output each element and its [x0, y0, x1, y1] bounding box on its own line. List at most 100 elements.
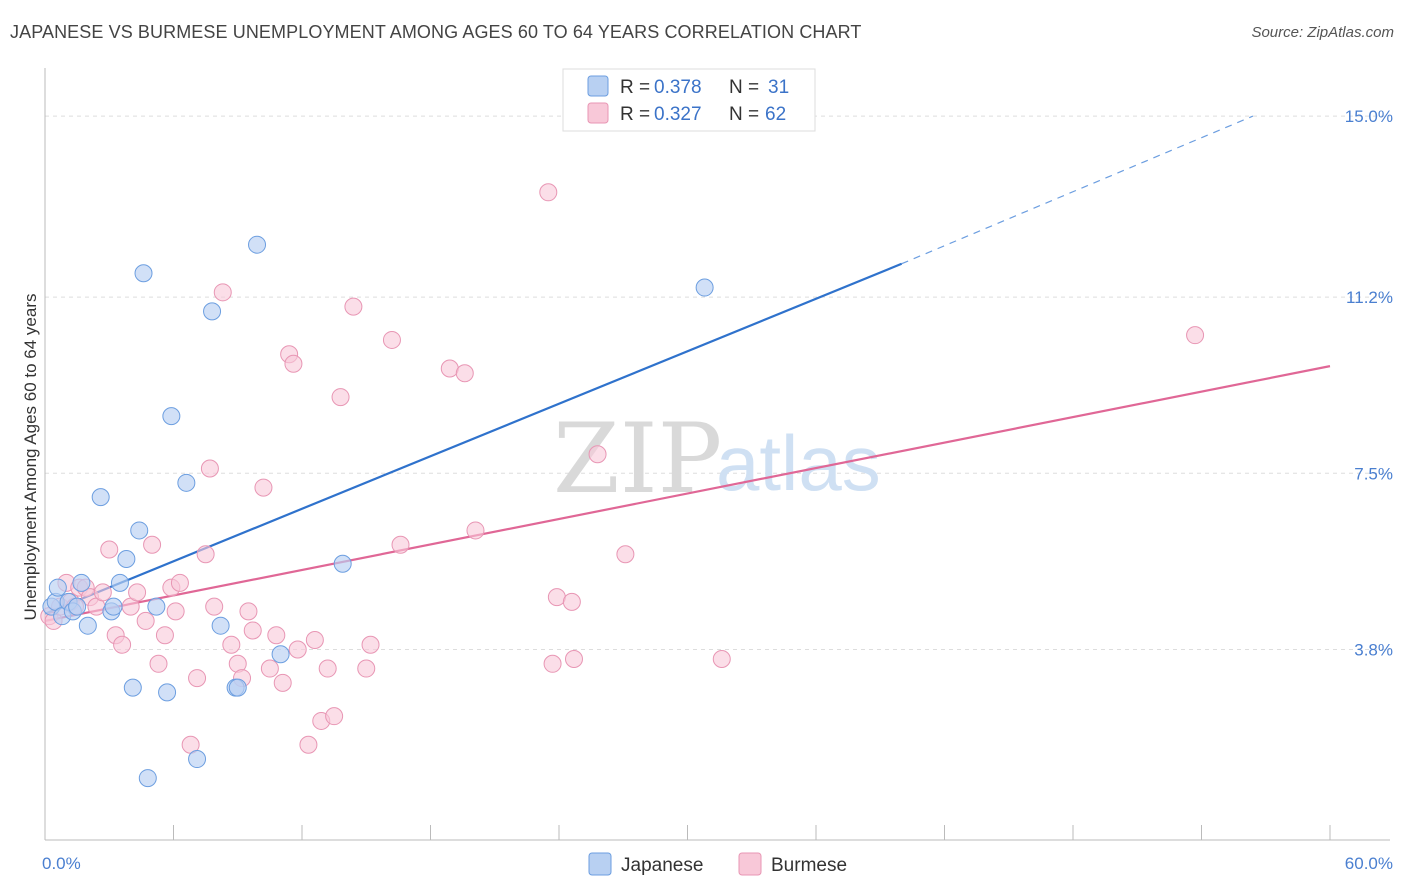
burmese-point-36 — [267, 626, 286, 645]
japanese-point-13 — [117, 550, 136, 569]
japanese-point-27 — [248, 235, 267, 254]
burmese-point-56 — [543, 654, 562, 673]
burmese-point-32 — [239, 602, 258, 621]
burmese-point-50 — [382, 330, 401, 349]
burmese-point-57 — [547, 588, 566, 607]
chart-source: Source: ZipAtlas.com — [1251, 24, 1394, 41]
axes — [44, 68, 1390, 841]
burmese-point-63 — [1186, 326, 1205, 345]
japanese-point-7 — [72, 573, 91, 592]
burmese-point-33 — [243, 621, 262, 640]
burmese-point-48 — [357, 659, 376, 678]
burmese-point-16 — [136, 611, 155, 630]
burmese-point-15 — [128, 583, 147, 602]
japanese-point-2 — [48, 578, 67, 597]
burmese-point-42 — [305, 630, 324, 649]
japanese-points — [42, 235, 714, 788]
burmese-point-51 — [391, 535, 410, 554]
burmese-point-41 — [299, 735, 318, 754]
burmese-point-59 — [564, 650, 583, 669]
japanese-point-28 — [271, 645, 290, 664]
japanese-point-29 — [333, 554, 352, 573]
legend-japanese-r-label: R = — [620, 77, 650, 98]
burmese-point-22 — [170, 573, 189, 592]
burmese-point-45 — [325, 707, 344, 726]
japanese-point-18 — [147, 597, 166, 616]
burmese-point-47 — [344, 297, 363, 316]
japanese-point-23 — [203, 302, 222, 321]
burmese-point-26 — [200, 459, 219, 478]
burmese-point-35 — [260, 659, 279, 678]
burmese-point-29 — [222, 635, 241, 654]
japanese-trend-line — [44, 262, 903, 615]
burmese-point-55 — [539, 183, 558, 202]
japanese-point-21 — [177, 473, 196, 492]
x-tick-labels: 0.0% 60.0% — [42, 854, 1393, 873]
legend-bottom-burmese-swatch — [738, 852, 762, 876]
watermark: ZIP atlas — [553, 403, 881, 515]
burmese-point-46 — [331, 388, 350, 407]
burmese-point-10 — [93, 583, 112, 602]
burmese-point-61 — [616, 545, 635, 564]
japanese-point-15 — [130, 521, 149, 540]
legend-japanese-n-label: N = — [729, 77, 759, 98]
burmese-point-19 — [155, 626, 174, 645]
y-tick-label-2: 11.2% — [1346, 288, 1393, 307]
japanese-point-6 — [68, 597, 87, 616]
burmese-trend-line — [44, 365, 1331, 623]
burmese-point-40 — [288, 640, 307, 659]
y-tick-label-1: 7.5% — [1354, 464, 1393, 483]
burmese-point-60 — [588, 445, 607, 464]
burmese-points — [40, 183, 1205, 754]
gridlines — [45, 115, 1390, 650]
burmese-point-39 — [284, 354, 303, 373]
chart-title: JAPANESE VS BURMESE UNEMPLOYMENT AMONG A… — [10, 22, 862, 42]
trend-lines — [44, 115, 1331, 623]
burmese-point-27 — [205, 597, 224, 616]
japanese-point-24 — [211, 616, 230, 635]
burmese-point-18 — [149, 654, 168, 673]
burmese-point-49 — [361, 635, 380, 654]
x-tick-label-0: 0.0% — [42, 854, 81, 873]
legend-series: Japanese Burmese — [588, 852, 847, 876]
legend-burmese-swatch — [587, 102, 609, 124]
legend-burmese-n-label: N = — [729, 104, 759, 125]
burmese-point-53 — [455, 364, 474, 383]
japanese-point-19 — [158, 683, 177, 702]
burmese-point-58 — [562, 592, 581, 611]
burmese-point-25 — [196, 545, 215, 564]
japanese-point-12 — [110, 573, 129, 592]
japanese-point-14 — [123, 678, 142, 697]
legend-bottom-burmese-label: Burmese — [771, 855, 847, 876]
japanese-point-17 — [138, 769, 157, 788]
y-tick-label-0: 3.8% — [1354, 641, 1393, 660]
burmese-point-17 — [143, 535, 162, 554]
y-axis-label: Unemployment Among Ages 60 to 64 years — [21, 294, 40, 621]
burmese-point-37 — [273, 673, 292, 692]
y-tick-labels: 3.8% 7.5% 11.2% 15.0% — [1345, 107, 1393, 659]
burmese-point-34 — [254, 478, 273, 497]
x-tick-label-60: 60.0% — [1345, 854, 1393, 873]
burmese-point-28 — [213, 283, 232, 302]
japanese-trend-extension — [901, 115, 1254, 265]
burmese-point-62 — [712, 650, 731, 669]
burmese-point-21 — [166, 602, 185, 621]
japanese-point-26 — [228, 678, 247, 697]
legend-bottom-japanese-swatch — [588, 852, 612, 876]
y-tick-label-3: 15.0% — [1345, 107, 1393, 126]
japanese-point-8 — [78, 616, 97, 635]
legend-burmese-r-label: R = — [620, 104, 650, 125]
burmese-point-52 — [440, 359, 459, 378]
japanese-point-30 — [695, 278, 714, 297]
watermark-atlas: atlas — [716, 419, 881, 507]
legend-correlation: R = 0.378 N = 31 R = 0.327 N = 62 — [562, 68, 816, 132]
legend-burmese-n-value: 62 — [765, 104, 786, 125]
legend-japanese-swatch — [587, 75, 609, 97]
japanese-point-11 — [104, 597, 123, 616]
burmese-point-13 — [113, 635, 132, 654]
legend-japanese-n-value: 31 — [768, 77, 789, 98]
burmese-point-24 — [188, 669, 207, 688]
burmese-point-11 — [100, 540, 119, 559]
legend-bottom-japanese-label: Japanese — [621, 855, 703, 876]
